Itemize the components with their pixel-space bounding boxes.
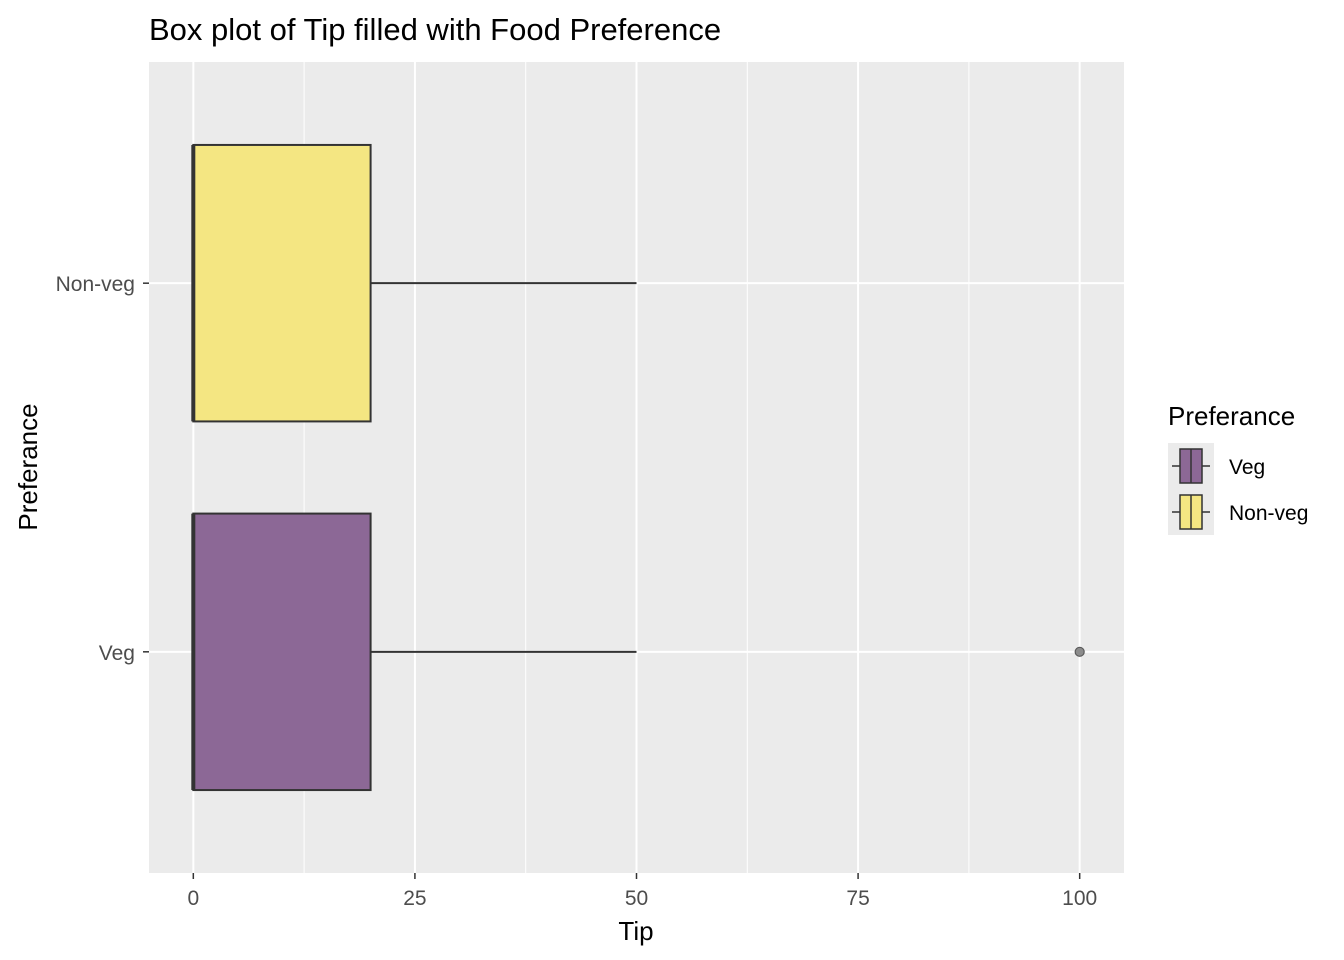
y-tick-label: Veg	[99, 642, 135, 665]
chart-title: Box plot of Tip filled with Food Prefere…	[149, 12, 721, 47]
legend-item-label: Veg	[1229, 456, 1265, 479]
x-tick-label: 50	[625, 887, 648, 910]
box-non-veg	[192, 143, 372, 423]
box-veg	[192, 512, 372, 792]
legend: Preferance Veg Non-veg	[1168, 401, 1308, 535]
x-tick-label: 0	[187, 887, 199, 910]
x-tick-label: 25	[403, 887, 426, 910]
outlier-point	[1074, 646, 1085, 657]
box-series	[191, 143, 1085, 792]
legend-title: Preferance	[1168, 401, 1295, 431]
x-tick-label: 75	[846, 887, 869, 910]
x-tick-label: 100	[1062, 887, 1097, 910]
legend-item-label: Non-veg	[1229, 502, 1308, 525]
y-tick-label: Non-veg	[56, 273, 135, 296]
x-axis-label: Tip	[618, 916, 653, 946]
axes: 0 25 50 75 100 Veg Non-veg	[56, 273, 1098, 910]
y-axis-label: Preferance	[13, 403, 43, 530]
